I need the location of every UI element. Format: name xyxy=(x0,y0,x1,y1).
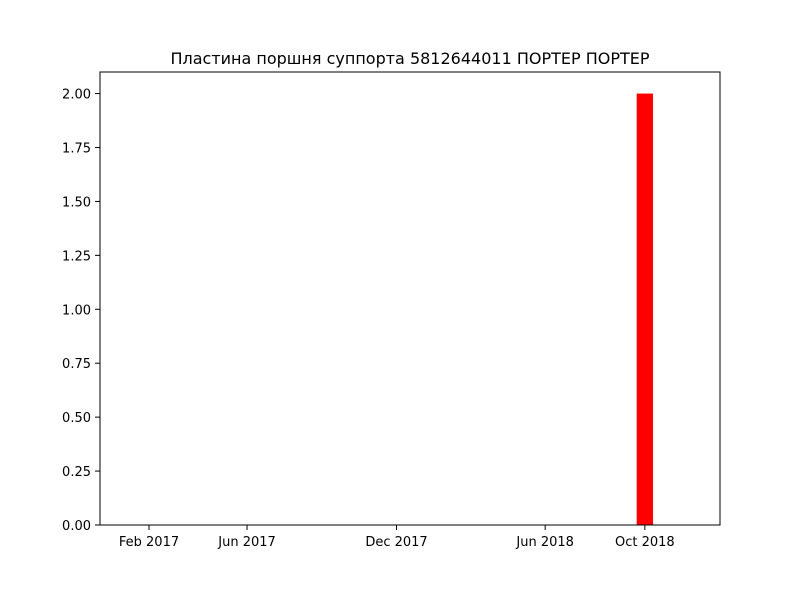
y-tick-label: 2.00 xyxy=(62,88,91,103)
plot-frame xyxy=(99,71,721,526)
chart-title: Пластина поршня суппорта 5812644011 ПОРТ… xyxy=(170,49,649,68)
x-tick-label: Dec 2017 xyxy=(365,535,427,550)
x-tick-label: Oct 2018 xyxy=(615,535,675,550)
y-axis: 0.00 0.25 0.50 0.75 1.00 1.25 1.50 1.75 2.00 xyxy=(62,88,100,534)
x-tick-label: Jun 2017 xyxy=(217,535,276,550)
y-tick-label: 0.75 xyxy=(62,357,91,372)
y-tick-label: 0.50 xyxy=(62,411,91,426)
y-tick-label: 0.00 xyxy=(62,519,91,534)
y-tick-label: 0.25 xyxy=(62,465,91,480)
bar-0 xyxy=(636,93,654,525)
x-axis: Feb 2017 Jun 2017 Dec 2017 Jun 2018 Oct 2018 xyxy=(119,525,675,550)
x-tick-label: Feb 2017 xyxy=(119,535,179,550)
y-tick-label: 1.75 xyxy=(62,142,91,157)
y-tick-label: 1.50 xyxy=(62,195,91,210)
y-tick-label: 1.00 xyxy=(62,303,91,318)
y-tick-label: 1.25 xyxy=(62,249,91,264)
bars-layer xyxy=(636,93,654,525)
x-tick-label: Jun 2018 xyxy=(515,535,574,550)
